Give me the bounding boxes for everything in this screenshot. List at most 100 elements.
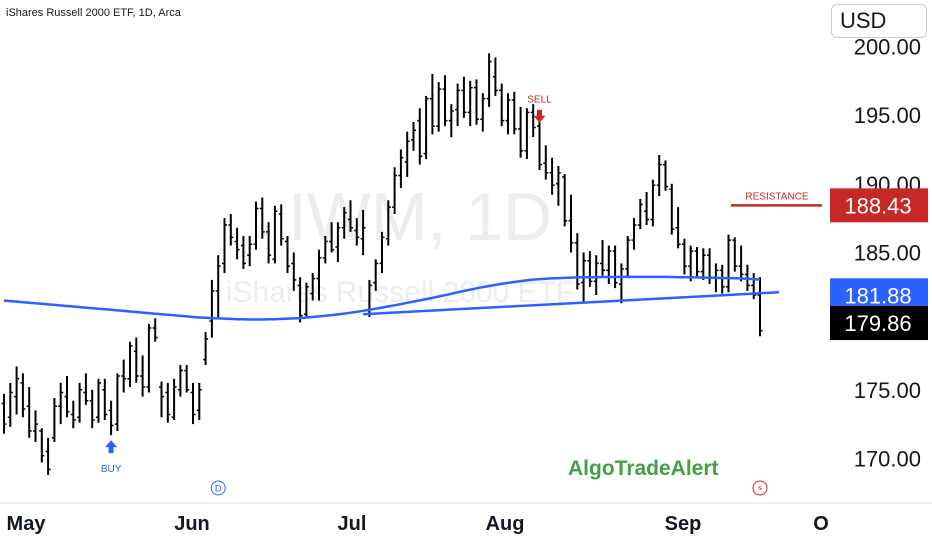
ohlc-bar bbox=[574, 233, 580, 290]
ohlc-bar bbox=[398, 149, 404, 188]
price-tick-label: 185.00 bbox=[854, 240, 921, 265]
ohlc-bar bbox=[51, 398, 57, 442]
time-tick-label: Jun bbox=[174, 513, 210, 535]
ohlc-bar bbox=[625, 235, 631, 278]
ohlc-bar bbox=[637, 198, 643, 230]
ohlc-bar bbox=[215, 255, 221, 319]
ohlc-bar bbox=[322, 235, 328, 264]
ohlc-bar bbox=[253, 201, 259, 250]
ohlc-bar bbox=[39, 428, 45, 463]
price-label: 179.86 bbox=[830, 306, 928, 341]
ohlc-bar bbox=[606, 245, 612, 285]
ohlc-bar bbox=[152, 318, 158, 342]
ohlc-bar bbox=[272, 205, 278, 264]
ohlc-bar bbox=[436, 82, 442, 132]
event-marker: ⚡ bbox=[752, 480, 768, 496]
ohlc-bar bbox=[70, 400, 76, 429]
price-tick-label: 170.00 bbox=[854, 446, 921, 471]
buy-label: BUY bbox=[101, 464, 122, 475]
ohlc-bar bbox=[505, 93, 511, 135]
ohlc-bar bbox=[33, 410, 38, 442]
ohlc-bar bbox=[96, 378, 101, 423]
event-marker: D bbox=[210, 480, 226, 496]
ohlc-bar bbox=[537, 122, 542, 171]
ohlc-bar bbox=[247, 235, 253, 267]
time-tick-label: O bbox=[813, 513, 829, 535]
ohlc-bar bbox=[335, 222, 341, 263]
time-tick-label: Jul bbox=[338, 513, 367, 535]
ohlc-bar bbox=[45, 437, 51, 475]
ohlc-bar bbox=[681, 238, 687, 275]
ohlc-bar bbox=[663, 160, 668, 191]
time-tick-label: May bbox=[7, 513, 47, 535]
ohlc-bar bbox=[184, 365, 190, 393]
ohlc-bar bbox=[121, 359, 127, 393]
ohlc-bar bbox=[266, 222, 272, 264]
ohlc-bar bbox=[474, 79, 479, 125]
price-label-text: 181.88 bbox=[844, 283, 911, 308]
price-label: 188.43 bbox=[830, 188, 928, 223]
ohlc-bar bbox=[618, 263, 624, 304]
ohlc-bar bbox=[549, 157, 555, 195]
ohlc-bar bbox=[26, 387, 32, 438]
ohlc-bar bbox=[341, 207, 347, 239]
ohlc-bar bbox=[631, 218, 637, 250]
ohlc-bar bbox=[1, 393, 7, 434]
ohlc-bar bbox=[108, 400, 114, 436]
ohlc-bar bbox=[348, 200, 353, 232]
ohlc-bar bbox=[392, 167, 398, 214]
ohlc-bar bbox=[492, 57, 498, 96]
moving-average bbox=[3, 275, 779, 321]
ohlc-bar bbox=[159, 381, 164, 418]
ohlc-bar bbox=[757, 277, 763, 337]
chart-title: iShares Russell 2000 ETF, 1D, Arca bbox=[6, 7, 181, 19]
currency-selector[interactable]: USD bbox=[831, 4, 927, 38]
ohlc-bar bbox=[480, 93, 486, 132]
ohlc-bar bbox=[240, 235, 246, 269]
ohlc-bar bbox=[524, 108, 530, 160]
buy-arrow-icon bbox=[105, 440, 118, 454]
ohlc-bar bbox=[114, 373, 120, 431]
ohlc-bar bbox=[209, 279, 215, 338]
ohlc-bar bbox=[555, 165, 561, 206]
ohlc-bar bbox=[310, 273, 316, 301]
watermark-symbol: IWM, 1D bbox=[288, 179, 552, 255]
ohlc-bar bbox=[688, 245, 694, 282]
ohlc-bar bbox=[329, 222, 335, 253]
event-marker-label: D bbox=[215, 485, 222, 495]
time-tick-label: Aug bbox=[486, 513, 525, 535]
ohlc-bar bbox=[593, 255, 599, 296]
ohlc-bar bbox=[467, 80, 473, 127]
ohlc-bar bbox=[600, 240, 605, 276]
ohlc-bar bbox=[259, 197, 265, 239]
price-label-text: 188.43 bbox=[844, 193, 911, 218]
ohlc-bar bbox=[146, 323, 152, 393]
ohlc-bar bbox=[354, 218, 360, 246]
ohlc-bar bbox=[102, 378, 108, 420]
ohlc-bar bbox=[669, 183, 675, 235]
ohlc-bar bbox=[379, 231, 385, 274]
ohlc-bar bbox=[58, 382, 64, 425]
ohlc-bar bbox=[518, 106, 524, 158]
ohlc-bar bbox=[133, 337, 139, 383]
price-axis: 170.00175.00180.00185.00190.00195.00200.… bbox=[854, 34, 921, 471]
price-label-text: 179.86 bbox=[844, 311, 911, 336]
price-tick-label: 195.00 bbox=[854, 103, 921, 128]
ohlc-bar bbox=[278, 204, 284, 246]
ohlc-bar bbox=[530, 104, 536, 138]
resistance-label: RESISTANCE bbox=[745, 191, 808, 202]
signal-sell: SELL bbox=[527, 95, 552, 123]
ohlc-bar bbox=[726, 234, 731, 293]
ohlc-bar bbox=[222, 218, 227, 274]
ohlc-bar bbox=[543, 145, 549, 180]
sell-label: SELL bbox=[527, 95, 552, 106]
ohlc-bar bbox=[20, 373, 26, 418]
event-marker-label: ⚡ bbox=[757, 485, 763, 495]
ohlc-bar bbox=[77, 382, 83, 423]
ohlc-bar bbox=[89, 389, 95, 429]
price-tick-label: 175.00 bbox=[854, 378, 921, 403]
ohlc-bar bbox=[587, 251, 593, 287]
signal-buy: BUY bbox=[101, 440, 122, 475]
